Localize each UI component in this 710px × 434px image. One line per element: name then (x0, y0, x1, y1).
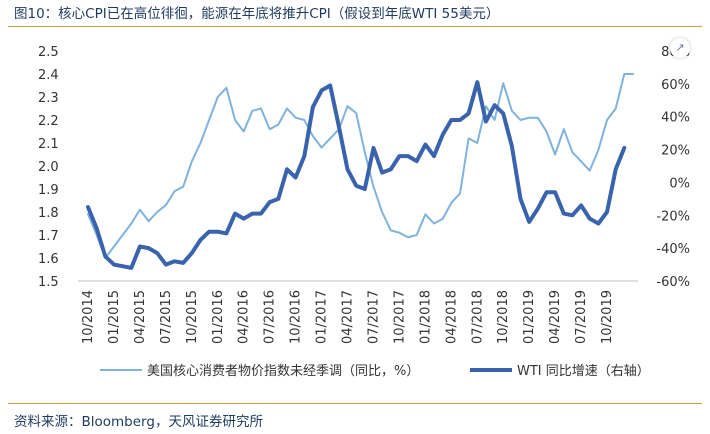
left-axis-ticks: 1.5 1.6 1.7 1.8 1.9 2.0 2.1 2.2 2.3 2.4 2.5 (38, 45, 59, 290)
link-icon[interactable]: ↗ (670, 38, 690, 58)
x-tick-label: 10/2018 (496, 290, 511, 344)
core-cpi-line (87, 73, 634, 259)
x-tick-label: 10/2015 (185, 290, 200, 344)
x-tick-label: 01/2019 (522, 290, 537, 344)
wti-line (86, 80, 627, 270)
x-tick-label: 01/2017 (315, 290, 330, 344)
x-tick-label: 07/2016 (263, 290, 278, 344)
left-tick-label: 1.7 (38, 229, 59, 244)
x-tick-label: 01/2018 (418, 290, 433, 344)
left-tick-label: 2.3 (38, 91, 59, 106)
x-tick-label: 10/2017 (392, 290, 407, 344)
x-tick-label: 07/2015 (159, 290, 174, 344)
left-tick-label: 2.1 (38, 137, 59, 152)
figure-title: 图10：核心CPI已在高位徘徊，能源在年底将推升CPI（假设到年底WTI 55美… (14, 6, 500, 22)
right-axis-ticks: -60%-40%-20%0%20%40%60%80% (656, 45, 690, 290)
legend-label-wti: WTI 同比增速（右轴） (517, 364, 650, 379)
x-tick-label: 04/2018 (444, 290, 459, 344)
left-tick-label: 1.5 (38, 275, 59, 290)
x-tick-label: 10/2016 (289, 290, 304, 344)
left-tick-label: 2.0 (38, 160, 59, 175)
left-tick-label: 1.9 (38, 183, 59, 198)
bottom-divider (8, 403, 702, 404)
left-tick-label: 1.8 (38, 206, 59, 221)
left-tick-label: 2.5 (38, 45, 59, 60)
x-tick-label: 01/2015 (107, 290, 122, 344)
series-layer (86, 73, 634, 270)
right-tick-label: 20% (661, 144, 690, 159)
left-tick-label: 2.4 (38, 68, 59, 83)
legend-label-core-cpi: 美国核心消费者物价指数未经季调（同比，%） (147, 364, 419, 379)
right-tick-label: -60% (656, 275, 690, 290)
right-tick-label: 40% (661, 111, 690, 126)
top-divider (8, 26, 702, 27)
x-tick-label: 04/2019 (548, 290, 563, 344)
x-tick-label: 07/2017 (366, 290, 381, 344)
x-tick-label: 04/2017 (341, 290, 356, 344)
right-tick-label: -40% (656, 242, 690, 257)
right-tick-label: -20% (656, 209, 690, 224)
x-tick-label: 07/2018 (470, 290, 485, 344)
x-tick-label: 10/2019 (600, 290, 615, 344)
x-tick-label: 10/2014 (81, 290, 96, 344)
left-tick-label: 1.6 (38, 252, 59, 267)
x-tick-label: 04/2016 (237, 290, 252, 344)
x-axis-ticks: 10/2014 01/2015 04/2015 07/2015 10/2015 01/20… (81, 290, 615, 344)
left-tick-label: 2.2 (38, 114, 59, 129)
right-tick-label: 0% (669, 176, 690, 191)
legend: 美国核心消费者物价指数未经季调（同比，%） WTI 同比增速（右轴） (100, 364, 650, 379)
x-tick-label: 01/2016 (211, 290, 226, 344)
x-tick-label: 07/2019 (574, 290, 589, 344)
source-note: 资料来源：Bloomberg，天风证券研究所 (14, 414, 263, 430)
x-tick-label: 04/2015 (133, 290, 148, 344)
right-tick-label: 60% (661, 78, 690, 93)
